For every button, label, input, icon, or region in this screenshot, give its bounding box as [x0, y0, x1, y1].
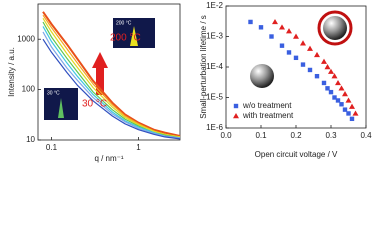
- point: [279, 43, 285, 48]
- y-tick-label: 1E-4: [206, 62, 223, 71]
- particle: [323, 16, 347, 40]
- point: [331, 73, 338, 79]
- point: [328, 68, 334, 74]
- x-tick-label: 0.4: [360, 131, 372, 140]
- point: [346, 111, 351, 116]
- point: [307, 67, 313, 73]
- point: [338, 85, 345, 91]
- point: [349, 103, 355, 109]
- annotation: 30 °C: [82, 99, 107, 110]
- legend-marker: [233, 113, 239, 119]
- x-tick-label: 0.1: [255, 131, 267, 140]
- x-axis-label: Open circuit voltage / V: [255, 150, 338, 159]
- point: [272, 18, 278, 25]
- inset-label: 200 °C: [116, 20, 132, 26]
- point: [286, 50, 292, 55]
- point: [314, 51, 320, 58]
- y-tick-label: 1000: [17, 34, 35, 43]
- y-tick-label: 1E-5: [206, 93, 223, 102]
- figure: 10 100 1000 0.1 1 q / nm⁻¹ Intensity / a.u. 200…: [7, 1, 372, 163]
- y-axis-label: Small-perturbation lifetime / s: [199, 15, 208, 119]
- point: [293, 33, 299, 39]
- x-tick-label: 0.0: [220, 131, 232, 140]
- point: [300, 40, 306, 46]
- point: [352, 110, 359, 116]
- point: [325, 86, 330, 91]
- point: [335, 79, 341, 86]
- y-tick-label: 1E-2: [206, 1, 223, 10]
- x-axis-label: q / nm⁻¹: [94, 154, 123, 163]
- point: [258, 25, 264, 30]
- curve: [42, 11, 181, 137]
- x-tick-label: 0.2: [290, 131, 302, 140]
- x-tick-label: 0.1: [46, 143, 58, 152]
- legend-label: w/o treatment: [242, 101, 292, 110]
- point: [248, 19, 253, 25]
- point: [324, 64, 331, 70]
- point: [342, 91, 348, 97]
- curve: [42, 17, 181, 138]
- inset-beam: [58, 98, 64, 118]
- curve: [42, 38, 181, 140]
- particle-shell: [317, 10, 353, 46]
- point: [328, 89, 334, 95]
- y-tick-label: 1E-3: [206, 32, 223, 41]
- x-tick-label: 0.3: [325, 131, 337, 140]
- point: [314, 73, 320, 79]
- point: [339, 102, 344, 107]
- legend-marker: [233, 103, 239, 109]
- point: [345, 97, 352, 103]
- point: [321, 80, 327, 86]
- point: [279, 24, 285, 30]
- annotation: 200 °C: [110, 33, 141, 44]
- point: [293, 55, 299, 61]
- point: [321, 58, 327, 64]
- point: [349, 116, 355, 122]
- point: [269, 34, 274, 39]
- particle: [250, 64, 274, 88]
- curve: [42, 31, 181, 139]
- point: [332, 95, 337, 100]
- inset-beam: [130, 26, 138, 46]
- x-tick-label: 1: [136, 143, 141, 152]
- y-tick-label: 10: [26, 135, 35, 144]
- point: [300, 62, 306, 67]
- inset-label: 30 °C: [47, 90, 60, 96]
- legend-label: with treatment: [242, 111, 294, 120]
- point: [342, 107, 348, 112]
- y-tick-label: 1E-6: [206, 123, 223, 132]
- y-tick-label: 100: [22, 85, 36, 94]
- point: [335, 98, 341, 103]
- plot-frame: [37, 3, 181, 141]
- y-axis-label: Intensity / a.u.: [7, 47, 16, 97]
- point: [286, 28, 292, 34]
- point: [307, 45, 313, 51]
